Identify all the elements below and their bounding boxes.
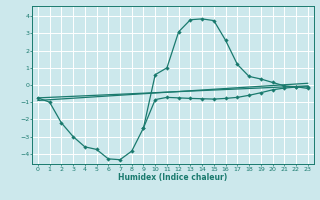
X-axis label: Humidex (Indice chaleur): Humidex (Indice chaleur) (118, 173, 228, 182)
